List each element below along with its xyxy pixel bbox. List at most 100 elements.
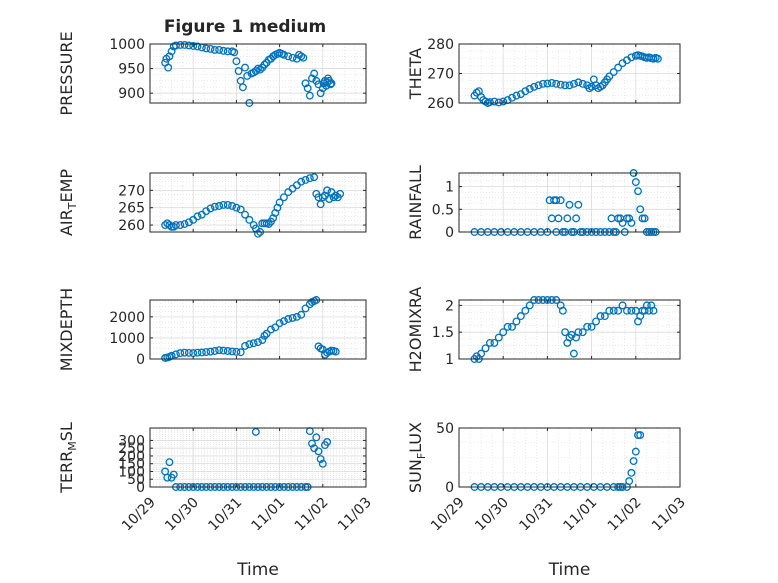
data-point: [245, 215, 254, 224]
y-axis-label: TERRMSL: [57, 422, 79, 494]
data-point: [284, 52, 293, 61]
data-point: [171, 41, 180, 50]
data-point: [558, 306, 567, 315]
axes-box: [149, 299, 367, 360]
y-tick-label: 1: [445, 352, 454, 368]
axes-box: [149, 43, 367, 104]
y-tick-label: 200: [118, 449, 145, 465]
data-point: [596, 312, 605, 321]
data-point: [184, 348, 193, 357]
data-point: [308, 74, 316, 83]
data-point: [565, 81, 574, 90]
x-tick-label: 11/02: [292, 495, 332, 535]
data-point: [503, 322, 512, 331]
x-tick-label: 11/01: [249, 495, 289, 535]
data-point: [561, 328, 570, 337]
data-point: [238, 83, 247, 92]
x-tick-label: 11/01: [561, 495, 601, 535]
axes-box: [458, 172, 681, 233]
x-tick-label: 10/29: [428, 495, 468, 535]
y-tick-label: 900: [118, 86, 145, 102]
data-point: [251, 67, 260, 75]
y-tick-label: 1.5: [432, 325, 454, 341]
data-point: [508, 322, 516, 331]
data-point: [228, 347, 237, 356]
data-point: [600, 312, 609, 321]
data-point: [316, 455, 325, 464]
data-point: [521, 306, 530, 315]
data-point: [163, 473, 172, 482]
subplot-5: 0 1000 2000 MIXDEPTH: [57, 288, 367, 371]
data-point: [243, 72, 252, 80]
y-tick-label: 0.5: [432, 202, 454, 218]
data-point: [279, 193, 288, 202]
data-point: [219, 46, 228, 55]
data-point: [301, 304, 310, 313]
data-point: [171, 350, 180, 359]
x-tick-label: 10/31: [205, 495, 245, 535]
data-point: [180, 348, 189, 357]
data-point: [618, 301, 627, 310]
x-axis-label: Time: [548, 560, 591, 580]
data-point: [206, 347, 215, 356]
data-point: [215, 346, 224, 355]
subplot-1: 900 950 1000 PRESSURE: [57, 31, 367, 116]
data-point: [623, 306, 631, 315]
data-point: [312, 433, 321, 442]
y-tick-label: 0: [445, 480, 454, 496]
data-point: [210, 45, 219, 54]
y-tick-label: 270: [118, 183, 145, 199]
data-point: [574, 328, 583, 337]
y-axis-label: RAINFALL: [406, 165, 425, 240]
data-point: [554, 214, 563, 223]
data-point: [184, 41, 193, 50]
data-point: [552, 196, 561, 205]
subplot-8: 0 50 10/29 10/30 10/31 11/01 11/02 11/03 Time SUN…: [406, 421, 689, 580]
subplot-4: 0 0.5 1 RAINFALL: [406, 165, 681, 241]
data-point: [574, 200, 583, 209]
data-point: [561, 81, 570, 90]
data-point: [210, 202, 219, 211]
y-tick-label: 0: [136, 352, 145, 368]
data-point: [202, 44, 211, 53]
data-point: [254, 229, 262, 238]
data-point: [336, 189, 345, 198]
data-point: [556, 80, 565, 89]
data-point: [301, 175, 310, 184]
data-point: [631, 178, 640, 187]
data-point: [299, 53, 308, 62]
data-point: [494, 98, 503, 107]
x-tick-label: 11/02: [605, 495, 645, 535]
data-point: [236, 205, 245, 214]
data-point: [314, 80, 323, 89]
y-tick-label: 1: [445, 180, 454, 196]
data-point: [547, 78, 556, 87]
data-point: [490, 338, 499, 347]
data-point: [260, 60, 269, 69]
y-tick-label: 300: [118, 433, 145, 449]
data-point: [490, 97, 499, 106]
data-point: [236, 348, 245, 357]
axes-box: [149, 427, 367, 488]
data-point: [583, 322, 592, 331]
data-point: [219, 200, 228, 209]
plot-area: [459, 173, 680, 232]
data-point: [206, 44, 215, 53]
data-point: [563, 214, 572, 223]
y-axis-label: THETA: [406, 48, 425, 100]
data-point: [485, 98, 494, 107]
data-point: [623, 214, 631, 223]
x-axis-label: Time: [236, 560, 279, 580]
data-point: [631, 447, 640, 456]
data-point: [569, 349, 578, 358]
data-point: [605, 72, 614, 81]
data-point: [485, 338, 494, 347]
data-point: [297, 310, 306, 319]
plot-area: [150, 428, 366, 487]
data-point: [230, 48, 239, 57]
data-point: [327, 79, 336, 88]
data-point: [193, 348, 202, 357]
data-point: [292, 312, 301, 321]
data-point: [565, 200, 574, 209]
